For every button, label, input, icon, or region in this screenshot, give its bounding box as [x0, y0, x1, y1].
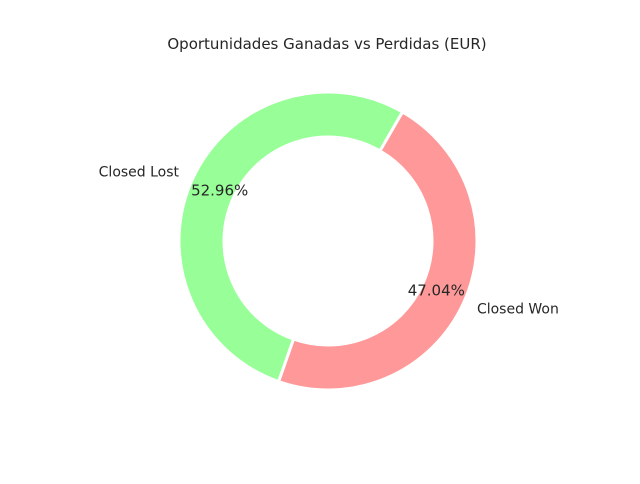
slices-group: [177, 90, 479, 392]
slice-closed-lost: [177, 90, 404, 384]
slice-closed-won: [277, 110, 479, 392]
slice-label-closed-won: Closed Won: [477, 301, 559, 317]
slice-label-closed-lost: Closed Lost: [99, 165, 180, 181]
chart-title: Oportunidades Ganadas vs Perdidas (EUR): [167, 35, 486, 53]
slice-pct-closed-lost: 52.96%: [191, 182, 248, 200]
slice-pct-closed-won: 47.04%: [408, 281, 465, 299]
labels-group: Closed Lost 52.96% Closed Won 47.04%: [99, 165, 559, 318]
